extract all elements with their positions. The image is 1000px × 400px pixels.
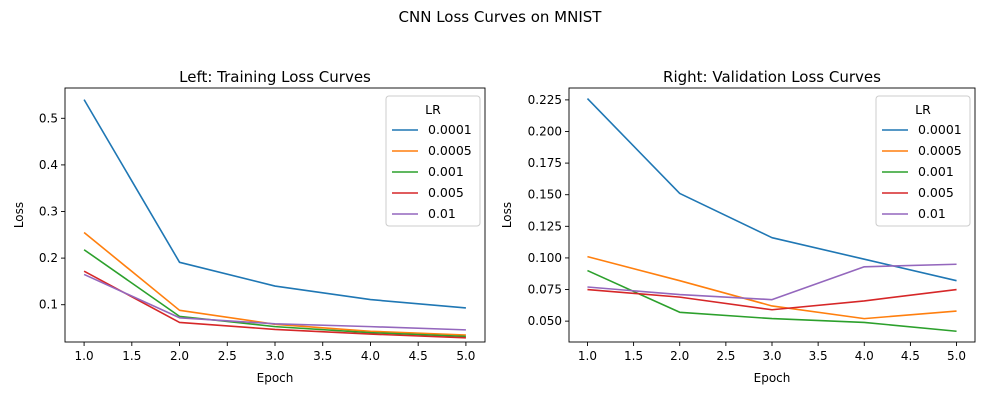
x-tick-label: 3.5 xyxy=(313,349,332,363)
series-line-4 xyxy=(587,263,957,301)
x-axis-label: Epoch xyxy=(754,371,791,385)
y-tick-label: 0.225 xyxy=(528,93,562,107)
series-line-2 xyxy=(83,249,466,338)
legend-entry-0: 0.0001 xyxy=(428,122,472,137)
x-tick-label: 3.0 xyxy=(265,349,284,363)
y-tick-label: 0.150 xyxy=(528,188,562,202)
series-line-1 xyxy=(587,255,957,320)
series-line-3 xyxy=(587,288,957,311)
subplot-title: Left: Training Loss Curves xyxy=(179,68,371,86)
x-tick-label: 5.0 xyxy=(456,349,475,363)
x-tick-label: 2.0 xyxy=(170,349,189,363)
figure-title: CNN Loss Curves on MNIST xyxy=(399,8,603,26)
y-tick-label: 0.3 xyxy=(39,205,58,219)
x-tick-label: 1.5 xyxy=(624,349,643,363)
y-tick-label: 0.100 xyxy=(528,251,562,265)
series-line-0 xyxy=(83,99,466,309)
y-axis-label: Loss xyxy=(500,202,514,228)
y-tick-label: 0.4 xyxy=(39,158,58,172)
subplot-training-loss: Left: Training Loss Curves Epoch Loss 1.… xyxy=(12,68,486,385)
y-tick-label: 0.1 xyxy=(39,298,58,312)
x-tick-label: 1.0 xyxy=(578,349,597,363)
subplot-validation-loss: Right: Validation Loss Curves Epoch Loss… xyxy=(500,68,976,385)
y-tick-label: 0.125 xyxy=(528,219,562,233)
series-line-3 xyxy=(83,270,466,339)
x-tick-label: 3.5 xyxy=(809,349,828,363)
x-axis-label: Epoch xyxy=(257,371,294,385)
x-tick-label: 2.5 xyxy=(218,349,237,363)
legend: LR 0.0001 0.0005 0.001 0.005 0.01 xyxy=(385,95,481,227)
legend-entry-1: 0.0005 xyxy=(918,143,962,158)
y-tick-label: 0.5 xyxy=(39,111,58,125)
y-tick-label: 0.175 xyxy=(528,156,562,170)
legend-entry-3: 0.005 xyxy=(428,185,464,200)
y-tick-label: 0.075 xyxy=(528,283,562,297)
legend-entry-2: 0.001 xyxy=(428,164,464,179)
legend-entry-3: 0.005 xyxy=(918,185,954,200)
x-tick-label: 4.0 xyxy=(855,349,874,363)
series-line-4 xyxy=(83,273,466,331)
x-tick-label: 2.0 xyxy=(670,349,689,363)
x-tick-label: 4.0 xyxy=(361,349,380,363)
legend: LR 0.0001 0.0005 0.001 0.005 0.01 xyxy=(875,95,971,227)
legend-entry-4: 0.01 xyxy=(918,206,946,221)
x-tick-label: 2.5 xyxy=(716,349,735,363)
x-tick-label: 4.5 xyxy=(409,349,428,363)
legend-entry-1: 0.0005 xyxy=(428,143,472,158)
x-tick-label: 4.5 xyxy=(901,349,920,363)
x-tick-label: 3.0 xyxy=(762,349,781,363)
x-tick-label: 1.5 xyxy=(122,349,141,363)
y-tick-label: 0.050 xyxy=(528,314,562,328)
series-line-1 xyxy=(83,231,466,336)
y-axis-label: Loss xyxy=(12,202,26,228)
legend-entry-2: 0.001 xyxy=(918,164,954,179)
y-tick-label: 0.200 xyxy=(528,124,562,138)
legend-entry-0: 0.0001 xyxy=(918,122,962,137)
legend-title: LR xyxy=(915,102,931,117)
x-tick-label: 1.0 xyxy=(75,349,94,363)
y-tick-label: 0.2 xyxy=(39,251,58,265)
series-line-2 xyxy=(587,269,957,333)
legend-title: LR xyxy=(425,102,441,117)
legend-entry-4: 0.01 xyxy=(428,206,456,221)
x-tick-label: 5.0 xyxy=(947,349,966,363)
subplot-title: Right: Validation Loss Curves xyxy=(663,68,881,86)
